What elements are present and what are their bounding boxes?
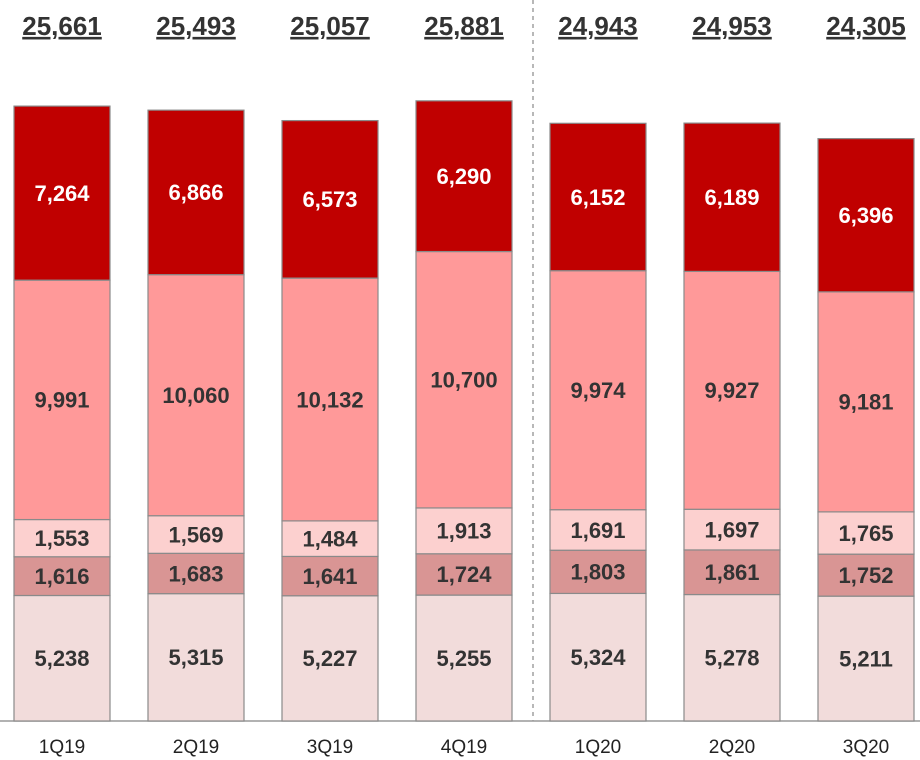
total-label: 24,943	[558, 11, 638, 41]
value-label: 5,324	[570, 645, 626, 670]
bar-segment	[281, 520, 379, 558]
bar-segment	[683, 593, 781, 722]
bar-segment	[147, 552, 245, 595]
x-tick-label: 3Q20	[843, 737, 889, 758]
x-tick-label: 3Q19	[307, 737, 353, 758]
value-label: 6,152	[570, 185, 625, 210]
value-label: 1,765	[838, 521, 893, 546]
bar-segment	[13, 594, 111, 722]
bar-segment	[281, 555, 379, 597]
value-label: 6,396	[838, 203, 893, 228]
total-label: 25,881	[424, 11, 504, 41]
value-label: 9,991	[34, 388, 89, 413]
bar-segment	[281, 119, 379, 279]
value-label: 1,616	[34, 564, 89, 589]
bar-segment	[147, 109, 245, 276]
value-label: 10,060	[162, 383, 229, 408]
total-label: 24,305	[826, 11, 906, 41]
value-label: 1,641	[302, 564, 357, 589]
value-label: 5,255	[436, 646, 491, 671]
value-label: 5,238	[34, 646, 89, 671]
bar-segment	[415, 250, 513, 509]
bar-segment	[549, 509, 647, 551]
value-label: 1,803	[570, 560, 625, 585]
value-label: 6,290	[436, 164, 491, 189]
value-label: 1,913	[436, 519, 491, 544]
value-label: 1,484	[302, 526, 358, 551]
bar-segment	[817, 595, 915, 722]
value-label: 1,553	[34, 526, 89, 551]
value-label: 6,573	[302, 187, 357, 212]
x-tick-label: 4Q19	[441, 737, 487, 758]
bar-segment	[415, 594, 513, 722]
value-label: 6,866	[168, 180, 223, 205]
bar-segment	[549, 549, 647, 595]
bar-segment	[817, 291, 915, 513]
bar-segment	[147, 515, 245, 554]
bar-segment	[683, 270, 781, 510]
value-label: 10,132	[296, 387, 363, 412]
bar-segment	[549, 592, 647, 722]
value-label: 5,227	[302, 646, 357, 671]
value-label: 1,697	[704, 517, 759, 542]
value-label: 1,861	[704, 560, 759, 585]
bar-segment	[415, 553, 513, 596]
total-label: 25,661	[22, 11, 102, 41]
bar-segment	[147, 274, 245, 517]
bar-segment	[683, 549, 781, 596]
value-label: 7,264	[34, 181, 90, 206]
bar-segment	[147, 593, 245, 722]
x-tick-label: 1Q20	[575, 737, 621, 758]
value-label: 1,569	[168, 522, 223, 547]
bar-segment	[13, 518, 111, 558]
x-tick-label: 1Q19	[39, 737, 85, 758]
total-label: 24,953	[692, 11, 772, 41]
value-label: 9,927	[704, 378, 759, 403]
value-label: 5,211	[839, 646, 893, 671]
bar-segment	[549, 122, 647, 272]
bar-segment	[13, 105, 111, 281]
value-label: 5,315	[168, 645, 223, 670]
bar-segment	[683, 122, 781, 273]
bar-segment	[13, 279, 111, 521]
bar-segment	[281, 277, 379, 522]
bar-segment	[549, 270, 647, 511]
bar-segment	[683, 508, 781, 551]
value-label: 1,683	[168, 561, 223, 586]
value-label: 10,700	[430, 368, 497, 393]
bar-segment	[415, 507, 513, 555]
x-tick-label: 2Q19	[173, 737, 219, 758]
bar-segment	[281, 595, 379, 722]
value-label: 6,189	[704, 185, 759, 210]
bar-segment	[817, 553, 915, 597]
value-label: 5,278	[704, 646, 759, 671]
bar-segment	[817, 138, 915, 293]
total-label: 25,493	[156, 11, 236, 41]
x-tick-label: 2Q20	[709, 737, 755, 758]
total-label: 25,057	[290, 11, 370, 41]
value-label: 9,181	[838, 390, 893, 415]
bar-segment	[415, 100, 513, 253]
value-label: 1,724	[436, 562, 492, 587]
value-label: 1,752	[838, 563, 893, 588]
value-label: 9,974	[570, 378, 626, 403]
bar-segment	[817, 511, 915, 555]
value-label: 1,691	[570, 518, 625, 543]
